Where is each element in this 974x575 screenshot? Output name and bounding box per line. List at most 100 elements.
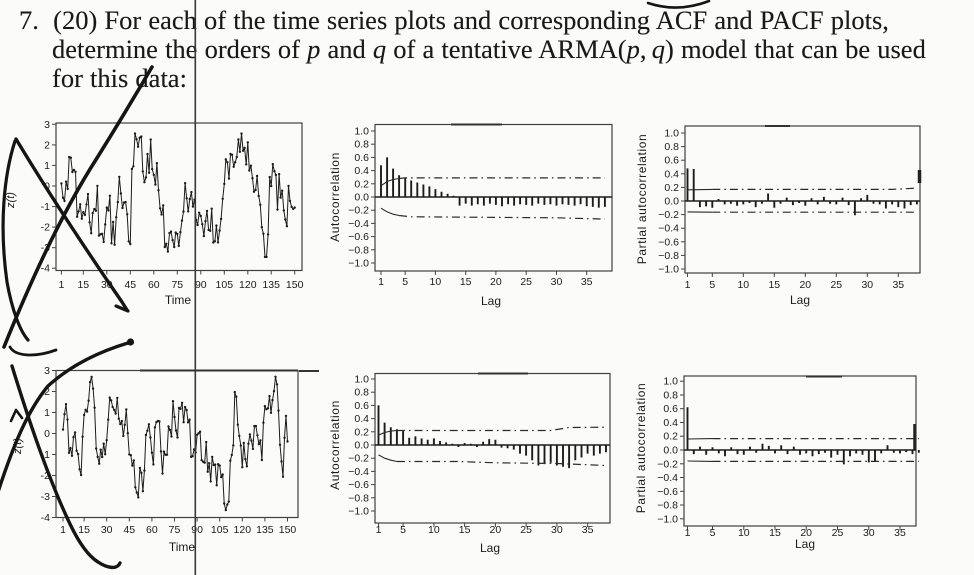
svg-text:−0.2: −0.2 — [658, 209, 679, 221]
svg-text:75: 75 — [169, 524, 181, 536]
svg-text:45: 45 — [123, 524, 135, 536]
svg-text:3: 3 — [44, 119, 50, 131]
svg-text:30: 30 — [551, 276, 563, 288]
svg-text:25: 25 — [830, 279, 842, 291]
svg-text:Lag: Lag — [795, 537, 815, 551]
svg-text:15: 15 — [77, 279, 89, 291]
svg-text:−0.6: −0.6 — [348, 479, 369, 491]
svg-text:75: 75 — [171, 279, 183, 291]
svg-text:0.8: 0.8 — [354, 139, 369, 151]
svg-text:10: 10 — [738, 527, 750, 539]
svg-text:5: 5 — [402, 276, 408, 288]
svg-text:15: 15 — [78, 524, 90, 536]
svg-text:−0.4: −0.4 — [348, 466, 369, 478]
svg-text:−0.6: −0.6 — [348, 231, 369, 243]
svg-text:0.8: 0.8 — [354, 387, 369, 399]
svg-text:1: 1 — [44, 407, 50, 419]
svg-text:-2: -2 — [41, 470, 50, 482]
svg-text:30: 30 — [863, 527, 875, 539]
svg-text:−0.8: −0.8 — [657, 500, 678, 512]
svg-text:Autocorrelation: Autocorrelation — [328, 400, 342, 490]
svg-text:0.4: 0.4 — [354, 165, 369, 177]
svg-text:25: 25 — [520, 524, 532, 536]
svg-text:0.6: 0.6 — [354, 152, 369, 164]
svg-text:0.0: 0.0 — [354, 192, 369, 204]
svg-text:0.6: 0.6 — [663, 403, 678, 415]
svg-text:20: 20 — [799, 279, 811, 291]
svg-text:15: 15 — [768, 279, 780, 291]
svg-text:35: 35 — [894, 527, 906, 539]
svg-text:-4: -4 — [41, 512, 50, 524]
svg-text:1: 1 — [378, 276, 384, 288]
svg-text:−1.0: −1.0 — [657, 513, 678, 525]
svg-text:5: 5 — [709, 279, 715, 291]
svg-text:30: 30 — [551, 524, 563, 536]
svg-text:-4: -4 — [41, 263, 50, 275]
svg-text:5: 5 — [400, 524, 406, 536]
svg-text:−0.8: −0.8 — [348, 244, 369, 256]
svg-text:−0.6: −0.6 — [657, 486, 678, 498]
svg-text:105: 105 — [211, 524, 229, 536]
svg-text:35: 35 — [581, 276, 593, 288]
svg-text:0.2: 0.2 — [664, 182, 679, 194]
svg-text:Lag: Lag — [480, 541, 500, 555]
svg-text:-1: -1 — [41, 201, 50, 213]
svg-text:0.6: 0.6 — [354, 400, 369, 412]
svg-text:1: 1 — [58, 279, 64, 291]
svg-text:−0.4: −0.4 — [658, 223, 679, 235]
svg-text:−0.2: −0.2 — [348, 205, 369, 217]
svg-text:z(t): z(t) — [5, 192, 17, 209]
svg-text:1: 1 — [60, 524, 66, 536]
svg-text:10: 10 — [428, 524, 440, 536]
svg-text:20: 20 — [490, 276, 502, 288]
svg-text:5: 5 — [710, 527, 716, 539]
svg-text:Lag: Lag — [481, 294, 501, 308]
svg-text:0.2: 0.2 — [354, 178, 369, 190]
svg-text:0.2: 0.2 — [354, 426, 369, 438]
svg-text:25: 25 — [520, 276, 532, 288]
svg-text:150: 150 — [286, 279, 304, 291]
svg-text:2: 2 — [44, 139, 50, 151]
svg-text:0.0: 0.0 — [354, 440, 369, 452]
svg-text:105: 105 — [216, 279, 234, 291]
svg-text:1.0: 1.0 — [354, 374, 369, 386]
svg-text:0.8: 0.8 — [663, 390, 678, 402]
svg-text:10: 10 — [430, 276, 442, 288]
svg-text:20: 20 — [490, 524, 502, 536]
svg-text:0.0: 0.0 — [664, 196, 679, 208]
svg-text:1: 1 — [685, 279, 691, 291]
svg-text:−0.6: −0.6 — [658, 236, 679, 248]
svg-text:-1: -1 — [41, 449, 50, 461]
svg-text:1: 1 — [685, 527, 691, 539]
svg-text:−1.0: −1.0 — [348, 506, 369, 518]
svg-text:−1.0: −1.0 — [348, 258, 369, 270]
svg-text:30: 30 — [101, 524, 113, 536]
svg-text:90: 90 — [191, 524, 203, 536]
svg-text:3: 3 — [44, 365, 50, 377]
svg-text:45: 45 — [124, 279, 136, 291]
svg-text:1: 1 — [376, 524, 382, 536]
svg-text:−0.4: −0.4 — [348, 218, 369, 230]
svg-text:60: 60 — [146, 524, 158, 536]
svg-text:Partial autocorrelation: Partial autocorrelation — [635, 134, 649, 265]
svg-text:30: 30 — [861, 279, 873, 291]
svg-text:30: 30 — [101, 279, 113, 291]
svg-text:Time: Time — [169, 540, 196, 554]
svg-text:135: 135 — [256, 524, 274, 536]
svg-text:15: 15 — [769, 527, 781, 539]
svg-text:120: 120 — [239, 279, 257, 291]
svg-text:135: 135 — [262, 279, 280, 291]
svg-text:-3: -3 — [41, 491, 50, 503]
svg-text:60: 60 — [148, 279, 160, 291]
svg-text:Lag: Lag — [790, 293, 810, 307]
svg-text:0.0: 0.0 — [663, 445, 678, 457]
svg-text:−0.8: −0.8 — [348, 492, 369, 504]
svg-text:0.2: 0.2 — [663, 431, 678, 443]
svg-text:0.8: 0.8 — [664, 141, 679, 153]
svg-text:35: 35 — [892, 279, 904, 291]
svg-text:1.0: 1.0 — [354, 126, 369, 138]
svg-text:0: 0 — [44, 428, 50, 440]
svg-text:−0.2: −0.2 — [657, 458, 678, 470]
svg-text:0.4: 0.4 — [664, 168, 679, 180]
svg-text:-2: -2 — [41, 222, 50, 234]
